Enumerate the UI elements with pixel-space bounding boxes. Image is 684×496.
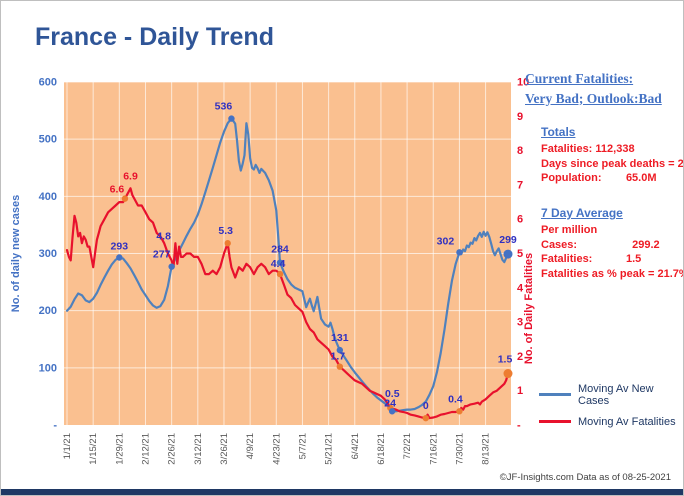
data-label: 0 xyxy=(423,400,429,412)
data-label: 284 xyxy=(271,244,289,256)
y-left-tick-label: 500 xyxy=(39,134,57,146)
totals-fatalities: Fatalities: 112,338 xyxy=(541,143,635,155)
seven-day-average-block: 7 Day Average Per million Cases: 299.2 F… xyxy=(541,206,684,282)
cases-point-marker xyxy=(503,249,513,259)
fatalities-point-marker xyxy=(422,414,429,422)
y-right-tick-label: 4 xyxy=(517,282,524,294)
fatalities-point-marker xyxy=(224,240,231,247)
fatalities-line xyxy=(65,187,510,420)
data-label: 4.4 xyxy=(271,258,286,270)
bottom-accent-bar xyxy=(1,489,683,495)
x-tick-label: 3/26/21 xyxy=(219,433,230,465)
data-label: 1.7 xyxy=(331,351,346,363)
totals-heading: Totals xyxy=(541,125,576,139)
y-right-tick-label: 9 xyxy=(517,111,523,123)
data-label: 0.4 xyxy=(448,393,463,405)
fatalities-point-marker xyxy=(276,270,284,278)
trend-chart: 1/1/21 1/15/21 1/29/21 2/12/21 2/26/21 3/12/2… xyxy=(10,77,535,465)
status-note-line2: Very Bad; Outlook:Bad xyxy=(525,90,662,106)
x-tick-label: 1/1/21 xyxy=(62,433,73,459)
data-label: 0.5 xyxy=(385,388,400,400)
y-right-tick-label: 3 xyxy=(517,317,523,329)
y-right-tick-label: 10 xyxy=(517,77,529,89)
y-right-tick-label: 1 xyxy=(517,385,523,397)
x-tick-label: 1/29/21 xyxy=(114,433,125,465)
legend-item-fatalities: Moving Av Fatalities xyxy=(539,408,683,435)
data-label: 5.3 xyxy=(218,225,233,237)
y-left-tick-label: 300 xyxy=(39,248,57,260)
totals-block: Totals Fatalities: 112,338 Days since pe… xyxy=(541,125,684,186)
totals-days-since-peak: Days since peak deaths = 204 xyxy=(541,157,684,170)
data-label: 302 xyxy=(437,235,455,247)
cases-point-marker xyxy=(228,115,235,122)
cases-line-swatch xyxy=(539,393,571,396)
x-tick-label: 8/13/21 xyxy=(481,433,492,465)
avg-cases: Cases: 299.2 xyxy=(541,238,660,251)
data-label: 6.9 xyxy=(123,170,138,182)
fatalities-point-marker xyxy=(121,195,129,202)
x-tick-label: 6/18/21 xyxy=(376,433,387,465)
avg-fatalities: Fatalities: 1.5 xyxy=(541,253,642,266)
x-tick-label: 1/15/21 xyxy=(88,433,99,465)
x-tick-label: 4/23/21 xyxy=(271,433,282,465)
legend-item-cases: Moving Av New Cases xyxy=(539,381,683,408)
legend-fatalities-label: Moving Av Fatalities xyxy=(578,415,676,428)
data-label: 6.6 xyxy=(110,184,125,196)
copyright-footer: ©JF-Insights.com Data as of 08-25-2021 xyxy=(499,472,671,483)
cases-point-marker xyxy=(388,408,396,415)
cases-point-marker xyxy=(116,254,123,261)
y-right-tick-label: 2 xyxy=(517,351,523,363)
status-panel: Current Fatalities: Very Bad; Outlook:Ba… xyxy=(525,69,681,108)
data-label: 24 xyxy=(384,397,396,409)
y-left-tick-label: 100 xyxy=(39,362,57,374)
y-right-tick-label: 7 xyxy=(517,179,523,191)
avg-per-million: Per million xyxy=(541,224,598,236)
data-label: 293 xyxy=(111,241,129,253)
cases-point-marker xyxy=(336,346,344,354)
x-tick-label: 5/7/21 xyxy=(297,433,308,459)
y-right-tick-label: 5 xyxy=(517,248,523,260)
page-title: France - Daily Trend xyxy=(35,23,274,51)
fatalities-line-swatch xyxy=(539,420,571,423)
y-left-tick-label: 400 xyxy=(39,191,57,203)
legend-cases-label: Moving Av New Cases xyxy=(578,382,654,407)
x-tick-label: 4/9/21 xyxy=(245,433,256,459)
chart-legend: Moving Av New Cases Moving Av Fatalities xyxy=(539,381,683,435)
y-left-tick-label: 600 xyxy=(39,77,57,89)
cases-point-marker xyxy=(168,263,175,270)
data-label: 4.8 xyxy=(156,230,171,242)
data-label: 536 xyxy=(215,101,233,113)
data-label: 131 xyxy=(331,332,349,344)
y-right-tick-label: 6 xyxy=(517,214,523,226)
data-label: 299 xyxy=(499,234,517,246)
fatalities-point-marker xyxy=(336,363,344,370)
data-label: 1.5 xyxy=(498,354,513,366)
y-left-axis-title: No. of daily new cases xyxy=(10,195,22,312)
status-note-line1: Current Fatalities: xyxy=(525,71,634,86)
y-right-axis-title: No. of Daily Fatalities xyxy=(523,253,535,364)
y-left-tick-label: - xyxy=(53,420,57,432)
data-label: 277 xyxy=(153,249,171,261)
x-tick-label: 7/30/21 xyxy=(454,433,465,465)
x-tick-label: 2/26/21 xyxy=(167,433,178,465)
cases-point-marker xyxy=(456,249,463,256)
x-tick-label: 7/2/21 xyxy=(402,433,413,459)
y-right-tick-label: - xyxy=(517,420,521,432)
x-tick-label: 3/12/21 xyxy=(193,433,204,465)
x-tick-label: 7/16/21 xyxy=(428,433,439,465)
avg-heading: 7 Day Average xyxy=(541,206,623,220)
y-right-tick-label: 8 xyxy=(517,145,523,157)
avg-pct-peak: Fatalities as % peak = 21.7% xyxy=(541,267,684,280)
fatalities-point-marker xyxy=(456,408,463,415)
x-tick-label: 2/12/21 xyxy=(140,433,151,465)
y-left-tick-label: 200 xyxy=(39,305,57,317)
fatalities-point-marker xyxy=(503,369,513,379)
totals-population: Population: 65.0M xyxy=(541,172,657,185)
x-tick-label: 5/21/21 xyxy=(324,433,335,465)
x-tick-label: 6/4/21 xyxy=(350,433,361,459)
cases-point-marker xyxy=(276,259,284,266)
